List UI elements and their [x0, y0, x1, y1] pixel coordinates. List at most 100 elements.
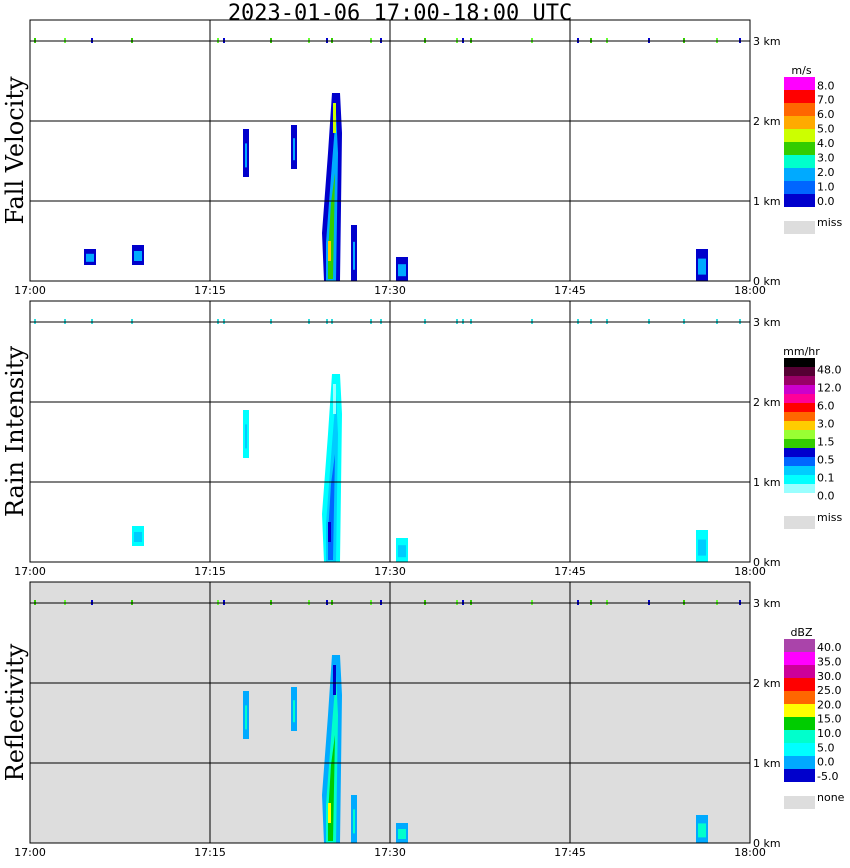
legend-swatch — [784, 743, 815, 756]
x-tick-label: 17:15 — [194, 284, 226, 297]
legend-swatch — [784, 155, 815, 168]
legend-label: 0.0 — [817, 756, 835, 769]
panel-2: 17:00 17:15 17:30 17:45 18:000 km 1 km 2 km 3 k… — [1, 300, 843, 578]
legend-swatch — [784, 358, 815, 367]
y-tick-label: 3 km — [753, 597, 781, 610]
echo-feature — [322, 655, 342, 843]
y-tick-label: 0 km — [753, 556, 781, 569]
legend-label: 12.0 — [817, 381, 842, 394]
legend-swatch — [784, 691, 815, 704]
legend-swatch — [784, 665, 815, 678]
panel-1: 17:00 17:15 17:30 17:45 18:000 km 1 km 2 km 3 k… — [1, 19, 843, 297]
echo-feature — [132, 526, 144, 546]
x-tick-label: 17:45 — [554, 846, 586, 859]
legend-swatch — [784, 129, 815, 142]
legend-label: 0.5 — [817, 453, 835, 466]
x-tick-label: 17:30 — [374, 284, 406, 297]
legend-swatch — [784, 678, 815, 691]
plot-frame — [29, 581, 751, 844]
legend-swatch — [784, 439, 815, 448]
x-tick-label: 17:00 — [14, 846, 46, 859]
legend-missing-label: miss — [817, 511, 843, 524]
legend-swatch — [784, 394, 815, 403]
panel-ylabel: Fall Velocity — [1, 76, 29, 225]
legend-swatch — [784, 385, 815, 394]
legend-swatch — [784, 412, 815, 421]
legend-label: 20.0 — [817, 698, 842, 711]
legend-label: 6.0 — [817, 399, 835, 412]
colorbar-legend: mm/hr 48.0 12.0 6.0 3.0 1.5 0.5 0.1 0.0 miss — [783, 345, 843, 529]
echo-feature — [291, 125, 297, 169]
echo-feature — [243, 410, 249, 458]
y-tick-label: 2 km — [753, 677, 781, 690]
legend-label: 3.0 — [817, 152, 835, 165]
legend-swatch — [784, 142, 815, 155]
echo-inner — [353, 809, 355, 834]
legend-label: 48.0 — [817, 363, 842, 376]
legend-label: 35.0 — [817, 655, 842, 668]
echo-inner — [245, 424, 247, 449]
legend-swatch — [784, 730, 815, 743]
legend-label: 5.0 — [817, 741, 835, 754]
echo-inner — [398, 545, 406, 558]
legend-label: 1.5 — [817, 435, 835, 448]
legend-swatch — [784, 116, 815, 129]
legend-label: 7.0 — [817, 94, 835, 107]
echo-inner — [86, 253, 94, 262]
echo-inner — [293, 700, 295, 723]
legend-label: 8.0 — [817, 79, 835, 92]
echo-inner — [245, 143, 247, 168]
legend-swatch — [784, 448, 815, 457]
panel-3: 17:00 17:15 17:30 17:45 18:000 km 1 km 2 km 3 k… — [1, 581, 845, 859]
legend-swatch — [784, 756, 815, 769]
echo-feature — [696, 815, 708, 843]
plot-frame — [29, 19, 751, 282]
legend-label: 3.0 — [817, 417, 835, 430]
legend-swatch — [784, 77, 815, 90]
echo-inner — [245, 705, 247, 730]
echo-feature — [291, 687, 297, 731]
echo-inner — [293, 138, 295, 161]
legend-missing-swatch — [784, 516, 815, 529]
legend-missing-swatch — [784, 221, 815, 234]
legend-swatch — [784, 704, 815, 717]
legend-label: 1.0 — [817, 180, 835, 193]
legend-swatch — [784, 181, 815, 194]
y-tick-label: 0 km — [753, 275, 781, 288]
legend-missing-swatch — [784, 796, 815, 809]
echo-top — [333, 384, 336, 414]
echo-feature — [84, 249, 96, 265]
echo-top — [333, 665, 336, 695]
echo-inner — [353, 241, 355, 270]
x-tick-label: 17:30 — [374, 565, 406, 578]
legend-missing-label: none — [817, 791, 845, 804]
x-tick-label: 17:00 — [14, 284, 46, 297]
echo-feature — [322, 93, 342, 281]
x-tick-label: 17:45 — [554, 565, 586, 578]
legend-unit: dBZ — [790, 626, 813, 639]
echo-top — [333, 103, 336, 133]
legend-swatch — [784, 639, 815, 652]
legend-swatch — [784, 430, 815, 439]
legend-unit: mm/hr — [783, 345, 820, 358]
legend-label: 0.1 — [817, 471, 835, 484]
echo-feature — [396, 538, 408, 562]
legend-label: 30.0 — [817, 670, 842, 683]
legend-swatch — [784, 769, 815, 782]
panel-ylabel: Reflectivity — [1, 643, 29, 781]
legend-swatch — [784, 103, 815, 116]
legend-label: 25.0 — [817, 684, 842, 697]
echo-hot — [328, 522, 331, 542]
legend-swatch — [784, 376, 815, 385]
echo-feature — [396, 257, 408, 281]
panel-ylabel: Rain Intensity — [1, 346, 29, 518]
legend-label: 0.0 — [817, 489, 835, 502]
legend-label: 5.0 — [817, 123, 835, 136]
legend-swatch — [784, 403, 815, 412]
x-tick-label: 17:15 — [194, 846, 226, 859]
echo-inner — [398, 264, 406, 277]
x-tick-label: 17:45 — [554, 284, 586, 297]
echo-hot — [328, 803, 331, 823]
echo-hot — [328, 241, 331, 261]
